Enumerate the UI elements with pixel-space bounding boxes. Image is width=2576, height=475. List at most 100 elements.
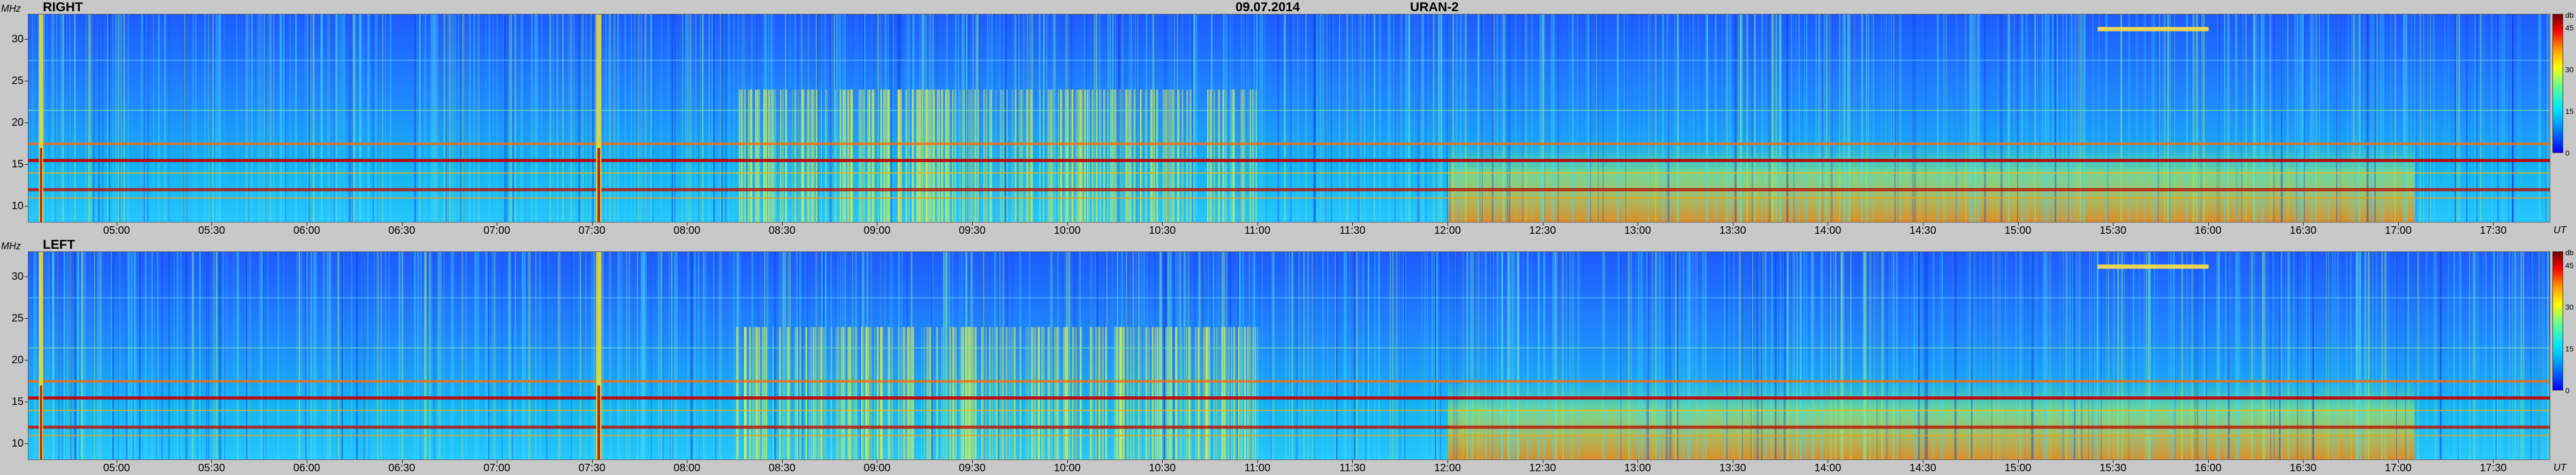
interference-streak xyxy=(911,252,913,459)
interference-streak xyxy=(1481,14,1483,222)
interference-streak xyxy=(1000,327,1002,459)
x-tick-label: 10:00 xyxy=(1054,225,1081,236)
interference-streak xyxy=(1793,14,1795,222)
interference-streak xyxy=(800,252,802,459)
interference-streak xyxy=(2173,252,2175,459)
interference-streak xyxy=(460,14,461,222)
interference-streak xyxy=(157,14,160,222)
interference-streak xyxy=(1562,252,1563,459)
interference-streak xyxy=(732,252,733,459)
interference-streak xyxy=(1253,14,1255,222)
interference-streak xyxy=(1148,327,1150,459)
interference-streak xyxy=(1438,14,1440,222)
interference-streak xyxy=(37,14,40,222)
x-tick-mark xyxy=(782,223,783,226)
interference-streak xyxy=(2239,252,2241,459)
interference-streak xyxy=(2219,252,2221,459)
interference-streak xyxy=(808,89,809,222)
interference-streak xyxy=(2066,14,2068,222)
interference-streak xyxy=(1168,252,1170,459)
interference-streak xyxy=(824,252,827,459)
interference-streak xyxy=(493,252,496,459)
interference-streak xyxy=(484,252,486,459)
interference-streak xyxy=(966,14,968,222)
interference-streak xyxy=(1164,89,1166,222)
interference-streak xyxy=(2263,14,2265,222)
interference-streak xyxy=(562,14,564,222)
interference-streak xyxy=(675,252,677,459)
interference-streak xyxy=(645,14,647,222)
interference-streak xyxy=(1043,14,1045,222)
interference-streak xyxy=(1842,252,1844,459)
interference-streak xyxy=(1170,327,1171,459)
interference-streak xyxy=(955,327,957,459)
interference-streak xyxy=(1033,327,1035,459)
interference-streak xyxy=(1651,252,1653,459)
interference-streak xyxy=(2540,14,2541,222)
interference-streak xyxy=(1205,327,1208,459)
interference-streak xyxy=(362,252,363,459)
interference-streak xyxy=(1649,14,1651,222)
x-tick-mark xyxy=(2493,223,2494,226)
interference-streak xyxy=(1065,89,1067,222)
interference-streak xyxy=(2079,252,2080,459)
interference-streak xyxy=(1232,89,1235,222)
interference-streak xyxy=(1676,252,1677,459)
interference-streak xyxy=(713,252,715,459)
interference-streak xyxy=(2483,14,2485,222)
interference-streak xyxy=(2499,14,2501,222)
interference-streak xyxy=(880,327,882,459)
interference-streak xyxy=(830,252,832,459)
interference-streak xyxy=(985,327,987,459)
interference-streak xyxy=(143,14,145,222)
interference-streak xyxy=(2094,252,2095,459)
interference-streak xyxy=(2226,14,2229,222)
interference-streak xyxy=(2542,252,2543,459)
interference-streak xyxy=(1292,14,1294,222)
interference-streak xyxy=(858,89,860,222)
interference-streak xyxy=(2458,252,2459,459)
interference-streak xyxy=(1226,252,1228,459)
y-tick-mark xyxy=(25,164,28,165)
interference-streak xyxy=(118,14,119,222)
interference-streak xyxy=(809,89,810,222)
interference-streak xyxy=(878,327,879,459)
interference-streak xyxy=(1132,252,1134,459)
interference-streak xyxy=(1787,252,1789,459)
interference-streak xyxy=(1666,14,1669,222)
interference-streak xyxy=(1006,89,1008,222)
interference-streak xyxy=(2444,14,2445,222)
interference-streak xyxy=(1207,252,1209,459)
x-tick-mark xyxy=(2018,460,2019,463)
interference-streak xyxy=(1557,14,1559,222)
x-tick-mark xyxy=(211,223,213,226)
interference-streak xyxy=(310,14,312,222)
interference-streak xyxy=(931,252,934,459)
interference-streak xyxy=(2359,252,2361,459)
interference-streak xyxy=(972,14,974,222)
spectrogram-panel-right: RIGHT MHz 30 25 20 15 10 05:00 05:30 06:00 06:3… xyxy=(1,1,2574,237)
interference-streak xyxy=(1178,252,1181,459)
interference-streak xyxy=(2168,252,2169,459)
interference-streak xyxy=(2196,252,2199,459)
interference-streak xyxy=(2355,14,2357,222)
interference-streak xyxy=(2301,252,2302,459)
interference-streak xyxy=(1002,327,1004,459)
interference-streak xyxy=(1572,14,1574,222)
interference-streak xyxy=(1336,252,1338,459)
interference-streak xyxy=(812,89,814,222)
interference-streak xyxy=(1118,89,1120,222)
interference-streak xyxy=(1115,327,1116,459)
interference-streak xyxy=(721,14,723,222)
interference-streak xyxy=(2217,252,2219,459)
interference-streak xyxy=(872,89,874,222)
interference-streak xyxy=(918,89,920,222)
interference-streak xyxy=(995,89,996,222)
interference-streak xyxy=(1217,327,1219,459)
interference-streak xyxy=(2480,14,2482,222)
interference-streak xyxy=(2098,14,2100,222)
interference-streak xyxy=(1571,252,1574,459)
interference-streak xyxy=(976,14,979,222)
interference-streak xyxy=(364,252,365,459)
interference-streak xyxy=(2204,252,2206,459)
